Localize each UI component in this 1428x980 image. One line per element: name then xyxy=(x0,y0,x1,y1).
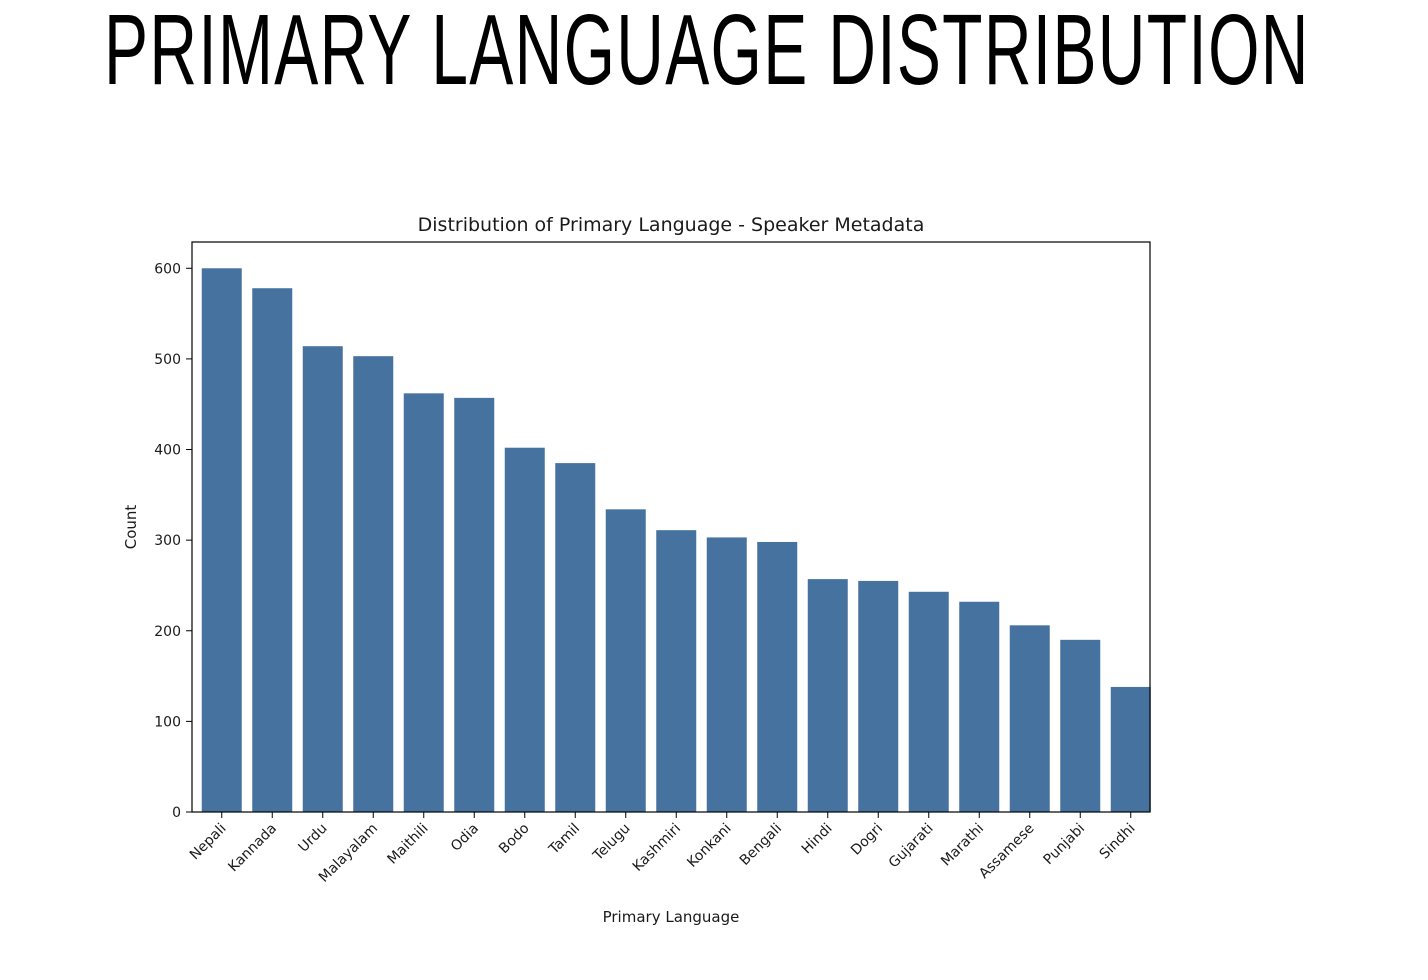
bar-gujarati xyxy=(908,591,949,812)
bar-odia xyxy=(454,397,495,812)
bars-group xyxy=(201,268,1151,813)
y-tick-label: 300 xyxy=(154,533,181,549)
bar-sindhi xyxy=(1110,686,1151,812)
y-axis: 0 100 200 300 400 500 600 xyxy=(154,261,192,821)
bar-kannada xyxy=(252,288,293,813)
y-tick-label: 400 xyxy=(154,443,181,459)
y-tick-label: 0 xyxy=(172,805,181,821)
y-tick-label: 500 xyxy=(154,352,181,368)
x-tick-label-hindi: Hindi xyxy=(799,821,836,858)
x-tick-label-bengali: Bengali xyxy=(737,821,785,869)
bar-telugu xyxy=(605,509,646,812)
x-tick-label-kashmiri: Kashmiri xyxy=(630,821,684,875)
x-tick-label-urdu: Urdu xyxy=(296,821,331,856)
y-tick-label: 100 xyxy=(154,714,181,730)
bar-assamese xyxy=(1009,625,1050,812)
x-tick-label-kannada: Kannada xyxy=(225,821,280,876)
bar-malayalam xyxy=(353,356,394,812)
x-tick-label-konkani: Konkani xyxy=(684,821,734,871)
x-tick-label-maithili: Maithili xyxy=(384,821,431,868)
bar-bodo xyxy=(504,447,545,812)
y-tick-label: 600 xyxy=(154,261,181,277)
y-axis-label: Count xyxy=(122,505,140,550)
bar-kashmiri xyxy=(656,530,697,812)
y-tick-label: 200 xyxy=(154,624,181,640)
x-tick-label-telugu: Telugu xyxy=(590,821,634,865)
bar-nepali xyxy=(201,268,242,812)
x-tick-label-bodo: Bodo xyxy=(496,821,533,858)
bar-marathi xyxy=(959,601,1000,812)
x-tick-label-nepali: Nepali xyxy=(187,821,230,864)
x-tick-label-punjabi: Punjabi xyxy=(1041,821,1089,869)
x-tick-label-tamil: Tamil xyxy=(545,821,583,859)
x-tick-label-gujarati: Gujarati xyxy=(886,821,937,872)
x-tick-label-sindhi: Sindhi xyxy=(1097,821,1139,863)
bar-hindi xyxy=(807,579,848,812)
bar-maithili xyxy=(403,393,444,812)
plot-frame xyxy=(191,241,1151,813)
slide-title: PRIMARY LANGUAGE DISTRIBUTION xyxy=(104,0,1310,106)
x-tick-label-marathi: Marathi xyxy=(938,821,987,870)
chart-title: Distribution of Primary Language - Speak… xyxy=(418,214,925,236)
bar-tamil xyxy=(555,463,596,812)
bar-punjabi xyxy=(1060,639,1101,812)
x-tick-label-dogri: Dogri xyxy=(848,821,886,859)
x-tick-label-odia: Odia xyxy=(448,821,482,855)
bar-bengali xyxy=(757,541,798,812)
x-tick-label-assamese: Assamese xyxy=(976,821,1037,882)
bar-konkani xyxy=(706,537,747,812)
bar-dogri xyxy=(858,580,899,812)
bar-urdu xyxy=(302,346,343,812)
x-axis-label: Primary Language xyxy=(603,908,740,926)
